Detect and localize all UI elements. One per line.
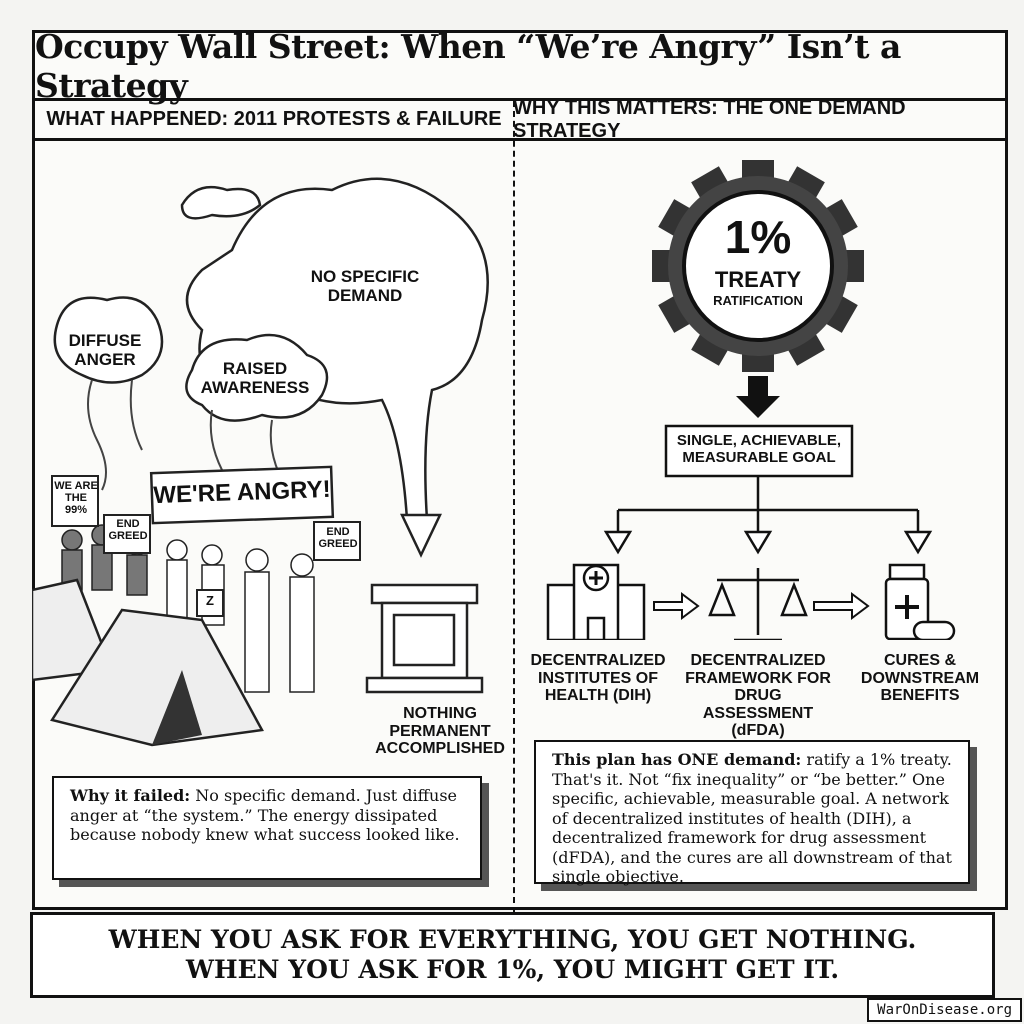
box-heading: This plan has ONE demand: (552, 750, 802, 769)
down-arrow-icon (736, 376, 780, 418)
watermark: WarOnDisease.org (867, 998, 1022, 1022)
page-title: Occupy Wall Street: When “We’re Angry” I… (35, 27, 1005, 105)
tent (50, 608, 264, 747)
banner-sign (149, 465, 335, 525)
sign-z: Z (206, 593, 214, 608)
strategy-diagram (546, 160, 956, 640)
right-arrow-icon (653, 592, 700, 620)
box-text: No specific demand. Just diffuse anger a… (70, 786, 460, 845)
right-arrow-icon (813, 592, 870, 620)
node-dih: DECENTRALIZED INSTITUTES OF HEALTH (DIH) (530, 652, 666, 705)
medicine-icon (884, 563, 956, 640)
protest-illustration (32, 177, 489, 747)
cloud-diffuse-anger (53, 296, 164, 384)
banner-line-1: WHEN YOU ASK FOR EVERYTHING, YOU GET NOT… (108, 925, 917, 954)
cloud-raised-awareness (185, 333, 329, 422)
one-demand-box: This plan has ONE demand: ratify a 1% tr… (534, 740, 970, 887)
empty-pedestal (365, 583, 484, 694)
down-arrow-icon (400, 513, 442, 558)
bottom-banner: WHEN YOU ASK FOR EVERYTHING, YOU GET NOT… (30, 912, 995, 998)
node-dfda: DECENTRALIZED FRAMEWORK FOR DRUG ASSESSM… (685, 652, 831, 740)
hospital-icon (546, 563, 646, 640)
cloud-label-no-specific-demand: NO SPECIFIC DEMAND (310, 267, 420, 305)
sign-99: WE ARE THE 99% (54, 480, 98, 517)
banner-line-2: WHEN YOU ASK FOR 1%, YOU MIGHT GET IT. (185, 955, 840, 984)
box-heading: Why it failed: (70, 786, 191, 805)
panel-divider (513, 101, 515, 913)
cloud-label-raised-awareness: RAISED AWARENESS (200, 359, 310, 397)
gear-icon (652, 160, 864, 372)
sign-end-greed: END GREED (318, 526, 358, 551)
gear-percent: 1% (724, 211, 792, 263)
box-text: ratify a 1% treaty. That's it. Not “fix … (552, 750, 952, 887)
sign-end-greed: END GREED (108, 518, 148, 543)
pedestal-label: NOTHING PERMANENT ACCOMPLISHED (375, 705, 505, 758)
gear-ratification: RATIFICATION (713, 293, 803, 308)
left-header: WHAT HAPPENED: 2011 PROTESTS & FAILURE (35, 101, 513, 141)
gear-treaty: TREATY (714, 267, 802, 292)
scales-icon (708, 568, 808, 640)
cloud-label-diffuse-anger: DIFFUSE ANGER (68, 331, 142, 369)
node-cures: CURES & DOWNSTREAM BENEFITS (860, 652, 980, 705)
goal-box (664, 424, 854, 478)
right-header: WHY THIS MATTERS: THE ONE DEMAND STRATEG… (513, 97, 1005, 142)
why-it-failed-box: Why it failed: No specific demand. Just … (52, 776, 482, 880)
goal-label: SINGLE, ACHIEVABLE, MEASURABLE GOAL (676, 432, 842, 466)
